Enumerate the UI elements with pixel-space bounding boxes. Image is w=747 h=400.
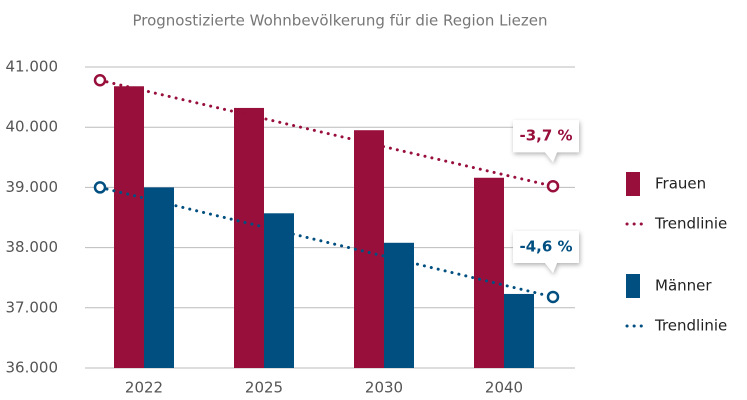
y-tick-label: 38.000: [6, 238, 59, 256]
trend-point: [546, 290, 560, 304]
legend-label: Trendlinie: [654, 215, 727, 233]
legend-label: Männer: [655, 277, 712, 295]
x-tick-label: 2040: [485, 379, 523, 397]
callout-label: -3,7 %: [519, 127, 572, 145]
y-tick-label: 40.000: [6, 118, 59, 136]
legend-label: Frauen: [655, 175, 706, 193]
callout-box: [513, 120, 579, 163]
callout-box: [513, 230, 579, 273]
callout: [513, 120, 579, 163]
bar: [354, 130, 384, 368]
x-tick-label: 2022: [125, 379, 163, 397]
trend-point: [546, 179, 560, 193]
bar: [474, 177, 504, 368]
bar: [264, 213, 294, 368]
y-tick-label: 36.000: [6, 359, 59, 377]
chart-title: Prognostizierte Wohnbevölkerung für die …: [132, 12, 547, 30]
x-tick-label: 2025: [245, 379, 283, 397]
bar: [114, 86, 144, 368]
bar: [504, 293, 534, 368]
trend-line: [98, 185, 555, 299]
trend-line: [98, 78, 555, 188]
legend-label: Trendlinie: [654, 317, 727, 335]
bar: [234, 107, 264, 368]
trend-point: [93, 73, 107, 87]
trend-point: [93, 181, 107, 194]
bar: [144, 187, 174, 368]
y-tick-label: 41.000: [6, 58, 59, 76]
legend-swatch: [626, 274, 640, 298]
y-tick-label: 39.000: [6, 178, 59, 196]
y-tick-label: 37.000: [6, 298, 59, 316]
callout-label: -4,6 %: [519, 237, 572, 255]
legend-swatch: [626, 172, 640, 196]
x-tick-label: 2030: [365, 379, 403, 397]
callout: [513, 230, 579, 273]
bar: [384, 242, 414, 368]
